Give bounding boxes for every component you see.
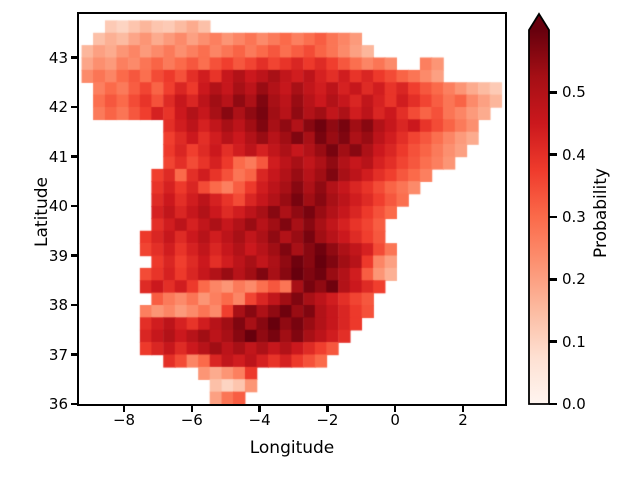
y-tick-label: 43: [48, 48, 68, 67]
y-tick: [71, 254, 79, 257]
x-tick: [122, 404, 126, 412]
colorbar-tick: [549, 215, 557, 219]
y-tick: [71, 402, 79, 406]
heatmap-canvas: [79, 14, 505, 404]
x-tick-label: −8: [112, 411, 136, 429]
y-tick: [71, 303, 79, 307]
colorbar-tick: [549, 278, 557, 281]
x-tick: [461, 404, 465, 412]
x-tick-label: 0: [390, 411, 400, 429]
x-axis-label: Longitude: [249, 438, 335, 458]
y-tick-label: 38: [48, 296, 68, 314]
x-tick: [326, 404, 329, 412]
y-tick-label: 41: [48, 147, 68, 166]
x-tick-label: 2: [458, 411, 468, 429]
colorbar-tick-label: 0.5: [562, 83, 586, 102]
colorbar-tick: [549, 402, 557, 406]
x-tick-label: −2: [316, 411, 339, 429]
colorbar: [528, 12, 550, 405]
colorbar-tick: [549, 153, 557, 156]
y-tick-label: 39: [48, 246, 68, 265]
y-tick: [71, 204, 79, 208]
y-tick-label: 37: [48, 345, 68, 364]
x-tick: [190, 404, 194, 412]
colorbar-tick-label: 0.3: [562, 208, 586, 226]
y-tick-label: 42: [48, 98, 68, 116]
y-axis-label: Latitude: [32, 177, 52, 247]
x-tick-label: −6: [180, 411, 203, 429]
colorbar-tick-label: 0.2: [562, 270, 586, 289]
y-tick: [71, 353, 79, 356]
x-tick: [258, 404, 261, 412]
x-tick-label: −4: [248, 411, 271, 429]
colorbar-tick-label: 0.4: [562, 145, 586, 164]
colorbar-label: Probability: [591, 168, 611, 258]
colorbar-tick-label: 0.1: [562, 332, 586, 351]
y-tick: [71, 105, 79, 109]
y-tick-label: 40: [48, 197, 68, 215]
colorbar-tick: [549, 340, 557, 343]
y-tick: [71, 155, 79, 158]
x-tick: [393, 404, 397, 412]
y-tick-label: 36: [48, 395, 68, 413]
colorbar-gradient-bar: [528, 12, 550, 405]
y-tick: [71, 56, 79, 59]
colorbar-tick-label: 0.0: [562, 395, 586, 413]
colorbar-tick: [549, 91, 557, 94]
